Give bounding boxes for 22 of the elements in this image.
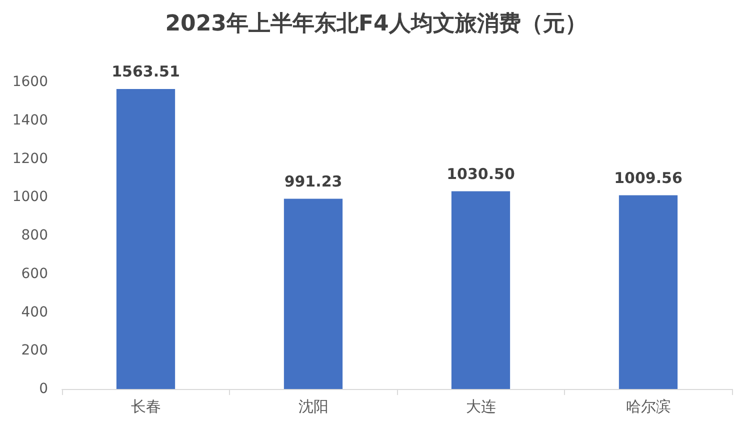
y-tick-label: 0: [39, 381, 48, 397]
y-tick-label: 1600: [12, 74, 48, 90]
y-tick-label: 1000: [12, 189, 48, 206]
bar: [451, 191, 510, 389]
bar: [284, 198, 343, 389]
y-tick-label: 200: [21, 342, 48, 359]
data-label: 1563.51: [112, 62, 180, 80]
x-tick-label: 哈尔滨: [626, 398, 671, 416]
data-label: 1030.50: [446, 164, 515, 183]
y-tick-label: 400: [21, 304, 48, 320]
x-tick-label: 长春: [130, 398, 161, 416]
x-tick-label: 沈阳: [298, 398, 328, 416]
data-label: 1009.56: [614, 168, 682, 187]
y-tick-label: 600: [21, 266, 48, 282]
x-tick-label: 大连: [466, 398, 496, 416]
bar: [116, 89, 176, 389]
chart-title: 2023年上半年东北F4人均文旅消费（元）: [165, 10, 587, 36]
y-tick-label: 800: [21, 228, 48, 244]
y-tick-label: 1400: [12, 112, 48, 128]
y-tick-label: 1200: [12, 150, 48, 167]
data-label: 991.23: [284, 172, 342, 190]
bar: [618, 195, 678, 389]
